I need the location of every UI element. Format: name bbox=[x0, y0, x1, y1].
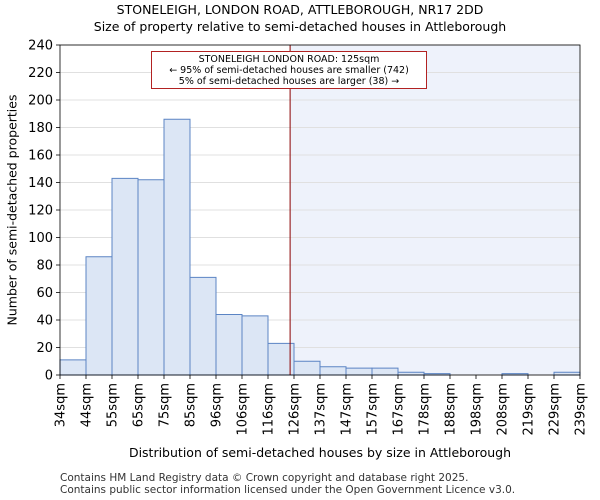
y-tick-label: 80 bbox=[36, 259, 53, 274]
histogram-bar bbox=[293, 360, 321, 376]
x-tick-label: 65sqm bbox=[132, 383, 147, 427]
y-tick-label: 220 bbox=[28, 66, 53, 81]
histogram-bar bbox=[371, 367, 399, 376]
y-tick-label: 40 bbox=[36, 314, 53, 329]
x-tick-label: 208sqm bbox=[496, 383, 511, 436]
annotation-line-1: STONELEIGH LONDON ROAD: 125sqm bbox=[198, 54, 380, 65]
histogram-bar bbox=[163, 118, 191, 376]
y-axis-label: Number of semi-detached properties bbox=[4, 95, 19, 326]
x-tick-label: 198sqm bbox=[470, 383, 485, 436]
x-tick-label: 85sqm bbox=[184, 383, 199, 427]
y-tick-label: 140 bbox=[28, 176, 53, 191]
x-tick-label: 44sqm bbox=[80, 383, 95, 427]
histogram-bar bbox=[553, 371, 581, 376]
x-tick-label: 188sqm bbox=[444, 383, 459, 436]
x-tick-label: 106sqm bbox=[236, 383, 251, 436]
histogram-bar bbox=[137, 179, 165, 376]
y-tick-label: 200 bbox=[28, 94, 53, 109]
histogram-bar bbox=[85, 256, 113, 376]
x-tick-label: 55sqm bbox=[106, 383, 121, 427]
histogram-bar bbox=[215, 314, 243, 376]
y-tick-label: 180 bbox=[28, 121, 53, 136]
annotation-line-3: 5% of semi-detached houses are larger (3… bbox=[178, 76, 400, 87]
y-tick-label: 120 bbox=[28, 204, 53, 219]
x-tick-label: 239sqm bbox=[574, 383, 589, 436]
x-tick-label: 157sqm bbox=[366, 383, 381, 436]
y-tick-label: 60 bbox=[36, 286, 53, 301]
chart-subtitle: Size of property relative to semi-detach… bbox=[93, 19, 507, 34]
histogram-bar bbox=[397, 371, 425, 376]
x-tick-label: 178sqm bbox=[418, 383, 433, 436]
x-tick-label: 96sqm bbox=[210, 383, 225, 427]
x-tick-label: 116sqm bbox=[262, 383, 277, 436]
y-tick-label: 100 bbox=[28, 231, 53, 246]
x-tick-label: 75sqm bbox=[158, 383, 173, 427]
annotation-line-2: ← 95% of semi-detached houses are smalle… bbox=[169, 65, 409, 76]
chart-title: STONELEIGH, LONDON ROAD, ATTLEBOROUGH, N… bbox=[116, 2, 484, 17]
histogram-bar bbox=[319, 366, 347, 376]
histogram-bar bbox=[111, 177, 139, 376]
y-tick-label: 160 bbox=[28, 149, 53, 164]
histogram-bar bbox=[241, 315, 269, 376]
y-tick-label: 20 bbox=[36, 341, 53, 356]
x-axis-label: Distribution of semi-detached houses by … bbox=[129, 445, 511, 460]
y-tick-label: 240 bbox=[28, 39, 53, 54]
x-tick-label: 126sqm bbox=[288, 383, 303, 436]
x-tick-label: 147sqm bbox=[340, 383, 355, 436]
x-tick-label: 34sqm bbox=[54, 383, 69, 427]
x-tick-label: 219sqm bbox=[522, 383, 537, 436]
property-annotation: STONELEIGH LONDON ROAD: 125sqm ← 95% of … bbox=[151, 51, 427, 89]
histogram-bar bbox=[345, 367, 373, 376]
footer-copyright: Contains HM Land Registry data © Crown c… bbox=[60, 472, 469, 484]
histogram-bar bbox=[189, 276, 217, 376]
x-tick-label: 229sqm bbox=[548, 383, 563, 436]
y-tick-label: 0 bbox=[45, 369, 53, 384]
x-tick-label: 137sqm bbox=[314, 383, 329, 436]
footer-licence: Contains public sector information licen… bbox=[60, 484, 516, 496]
histogram-bar bbox=[59, 359, 87, 376]
x-tick-label: 167sqm bbox=[392, 383, 407, 436]
